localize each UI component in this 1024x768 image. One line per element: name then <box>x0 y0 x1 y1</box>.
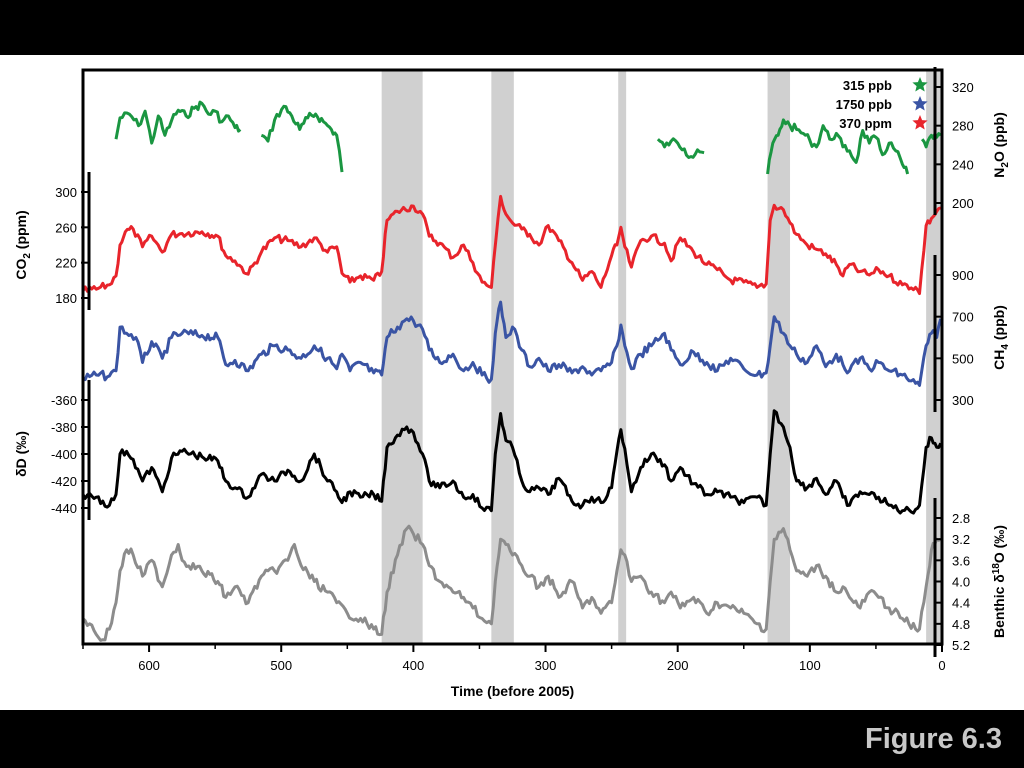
ch4-tick-label-2: 700 <box>952 310 974 325</box>
x-tick-label-0: 0 <box>938 658 945 673</box>
ch4-tick-label-1: 500 <box>952 351 974 366</box>
co2-tick-label-0: 180 <box>55 291 77 306</box>
series-2-segment-0 <box>82 300 943 387</box>
legend-label-0: 315 ppb <box>843 78 892 93</box>
series-0-segment-0 <box>114 100 242 145</box>
n2o-tick-label-2: 280 <box>952 119 974 134</box>
legend-label-1: 1750 ppb <box>836 97 892 112</box>
series-3-segment-0 <box>81 409 943 515</box>
series-layer <box>81 100 943 642</box>
series-0-segment-3 <box>766 118 910 175</box>
ch4-tick-label-0: 300 <box>952 393 974 408</box>
d18o-tick-label-2: 3.6 <box>952 553 970 568</box>
series-4-segment-0 <box>81 524 942 642</box>
series-0-segment-2 <box>656 137 705 159</box>
x-axis-title: Time (before 2005) <box>451 683 574 699</box>
dd-tick-label-3: -380 <box>51 420 77 435</box>
n2o-tick-label-1: 240 <box>952 157 974 172</box>
legend-star-icon-1 <box>912 96 928 111</box>
legend-star-icon-2 <box>912 115 928 130</box>
chart-area: 600 500 400 300 200 100 0 Time (before 2005) 180… <box>0 55 1024 710</box>
co2-tick-label-2: 260 <box>55 220 77 235</box>
series-0-segment-1 <box>260 104 344 173</box>
x-tick-label-600: 600 <box>138 658 160 673</box>
interglacial-band-0 <box>381 70 423 644</box>
d18o-tick-label-0: 2.8 <box>952 511 970 526</box>
d18o-tick-label-4: 4.4 <box>952 596 970 611</box>
d18o-tick-label-1: 3.2 <box>952 532 970 547</box>
d18o-axis-title: Benthic δ18O (‰) <box>991 525 1007 638</box>
n2o-tick-label-0: 200 <box>952 196 974 211</box>
x-tick-label-100: 100 <box>799 658 821 673</box>
axes-layer: 600 500 400 300 200 100 0 Time (before 2005) 180… <box>13 67 1011 699</box>
plot-frame <box>81 68 944 646</box>
x-tick-label-500: 500 <box>270 658 292 673</box>
interglacial-band-2 <box>618 70 627 644</box>
ch4-tick-label-3: 900 <box>952 268 974 283</box>
figure-label: Figure 6.3 <box>865 723 1002 755</box>
n2o-axis-title: N2O (ppb) <box>991 112 1011 177</box>
legend-label-2: 370 ppm <box>839 116 892 131</box>
co2-axis-title: CO2 (ppm) <box>13 210 33 279</box>
series-0-segment-4 <box>920 132 942 149</box>
dd-axis-title: δD (‰) <box>13 431 29 477</box>
legend-star-icon-0 <box>912 77 928 92</box>
n2o-tick-label-3: 320 <box>952 80 974 95</box>
d18o-tick-label-3: 4.0 <box>952 575 970 590</box>
dd-tick-label-2: -400 <box>51 447 77 462</box>
dd-tick-label-1: -420 <box>51 474 77 489</box>
interglacial-band-1 <box>491 70 514 644</box>
legend: 315 ppb 1750 ppb 370 ppm <box>836 77 928 131</box>
dd-tick-label-4: -360 <box>51 393 77 408</box>
ch4-axis-title: CH4 (ppb) <box>991 305 1011 370</box>
d18o-tick-label-6: 5.2 <box>952 638 970 653</box>
paleoclimate-chart: 600 500 400 300 200 100 0 Time (before 2005) 180… <box>13 67 1011 699</box>
co2-tick-label-1: 220 <box>55 256 77 271</box>
x-tick-label-200: 200 <box>667 658 689 673</box>
x-tick-label-300: 300 <box>535 658 557 673</box>
co2-tick-label-3: 300 <box>55 185 77 200</box>
d18o-tick-label-5: 4.8 <box>952 617 970 632</box>
series-1-segment-0 <box>81 194 942 296</box>
dd-tick-label-0: -440 <box>51 501 77 516</box>
x-tick-label-400: 400 <box>403 658 425 673</box>
